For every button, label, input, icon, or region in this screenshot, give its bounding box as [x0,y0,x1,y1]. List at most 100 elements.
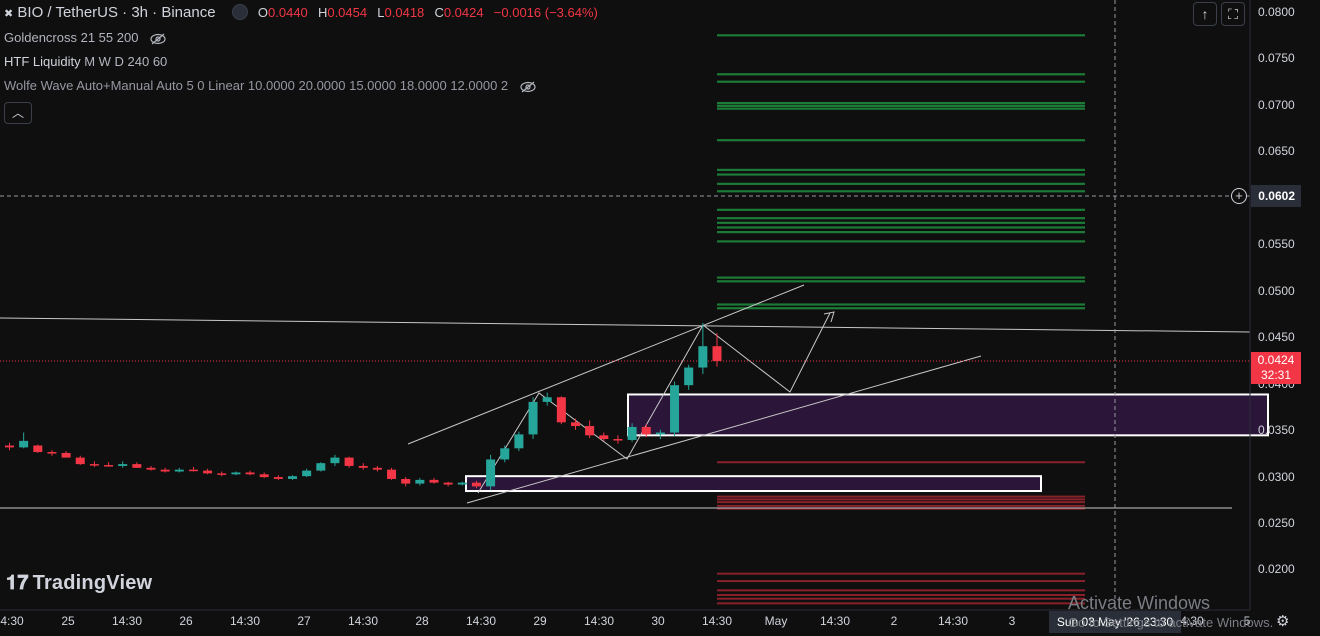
candle-body [33,445,43,453]
price-tick: 0.0350 [1258,423,1295,437]
candle-body [47,452,57,454]
candle-body [316,463,326,471]
candle [627,423,637,442]
candle-body [118,464,128,466]
price-tick: 0.0250 [1258,516,1295,530]
price-tick: 0.0500 [1258,284,1295,298]
candle [330,454,340,466]
candle [19,432,29,449]
time-tick: 14:30 [347,614,379,628]
time-tick: 14:30 [583,614,615,628]
collapse-legend-button[interactable]: ︿ [4,102,32,124]
hidden-eye-icon[interactable] [520,81,536,93]
crosshair-time-label: Sun 03 May '26 23:30 [1049,611,1181,633]
candle-body [415,479,425,484]
time-tick: 14:30 [111,614,143,628]
scroll-to-realtime-button[interactable]: ↑ [1193,2,1217,26]
liquidity-line-green [717,240,1085,243]
time-tick: 14:30 [819,614,851,628]
candle-body [599,435,609,440]
time-tick: 28 [415,614,429,628]
candle-body [245,472,255,475]
candle [47,450,57,456]
liquidity-line-red [717,572,1085,575]
low-label: L [377,5,385,20]
candle-body [273,477,283,479]
candle-body [302,470,312,477]
candle-body [358,465,368,468]
candle [585,420,595,439]
candle-body [372,467,382,470]
price-tick: 0.0300 [1258,470,1295,484]
horizontal-trendline [0,317,1251,333]
symbol-name[interactable]: BIO / TetherUS · 3h · Binance [17,4,216,21]
trendlines [0,0,1251,610]
candle [670,381,680,437]
indicator-wolfe-wave[interactable]: Wolfe Wave Auto+Manual Auto 5 0 Linear 1… [4,78,536,93]
settings-gear-icon[interactable]: ⚙ [1276,613,1290,630]
low-value: 0.0418 [384,5,425,20]
indicator-htf-params: M W D 240 60 [84,54,168,69]
liquidity-line-red [717,597,1085,600]
tradingview-logo-icon: 𝟏𝟕 [6,572,29,594]
indicator-goldencross[interactable]: Goldencross 21 55 200 [4,30,166,45]
activate-windows-hint: Go to Settings to activate Windows. [1068,615,1274,630]
candle [358,463,368,470]
liquidity-line-red [717,589,1085,592]
liquidity-line-green [717,190,1085,193]
time-tick: 4:30 [1180,614,1204,628]
candle [542,392,552,406]
candle-body [75,457,85,465]
time-tick: 30 [651,614,665,628]
liquidity-line-green [717,231,1085,234]
candle [89,461,99,467]
candle [132,462,142,468]
candle [556,396,566,425]
indicator-wolfe-label: Wolfe Wave Auto+Manual Auto 5 0 Linear 1… [4,78,509,93]
liquidity-line-green [717,307,1085,310]
candle-body [203,470,213,474]
candle [712,333,722,367]
order-block-zone-upper[interactable] [627,393,1269,437]
candle-body [655,432,665,435]
indicator-htf-liquidity[interactable]: HTF Liquidity M W D 240 60 [4,54,167,69]
price-tick: 0.0800 [1258,5,1295,19]
candle [302,468,312,478]
symbol-legend[interactable]: ✖ BIO / TetherUS · 3h · Binance O0.0440 … [4,4,604,21]
candle-body [500,448,510,460]
add-alert-plus-icon[interactable]: + [1231,188,1247,204]
arrow-up-icon: ↑ [1201,6,1209,22]
time-tick: 14:30 [937,614,969,628]
candle [443,481,453,487]
market-status-icon [231,4,248,21]
fullscreen-button[interactable]: ⛶ [1221,2,1245,26]
candles [5,322,722,491]
candle [217,471,227,477]
candle-body [670,385,680,433]
candle [146,465,156,471]
liquidity-line-green [717,139,1085,142]
candle-body [160,469,170,472]
candle [160,467,170,473]
candle [344,456,354,468]
activate-windows-watermark: Activate Windows [1068,593,1211,613]
candle [528,397,538,440]
candle-body [627,426,637,440]
candle [288,475,297,480]
liquidity-line-green [717,101,1085,105]
candle [486,454,496,491]
candle [571,418,580,430]
candle-body [429,479,439,483]
candle [61,451,71,458]
tradingview-logo[interactable]: 𝟏𝟕 TradingView [6,572,152,595]
price-tick: 0.0750 [1258,51,1295,65]
exchange-logo-icon: ✖ [4,8,14,20]
candle [514,431,524,452]
hidden-eye-icon[interactable] [150,33,166,45]
candle-body [542,397,552,402]
candle-body [514,434,524,449]
candle [75,455,85,466]
candle-body [528,401,538,435]
candle [33,444,43,453]
